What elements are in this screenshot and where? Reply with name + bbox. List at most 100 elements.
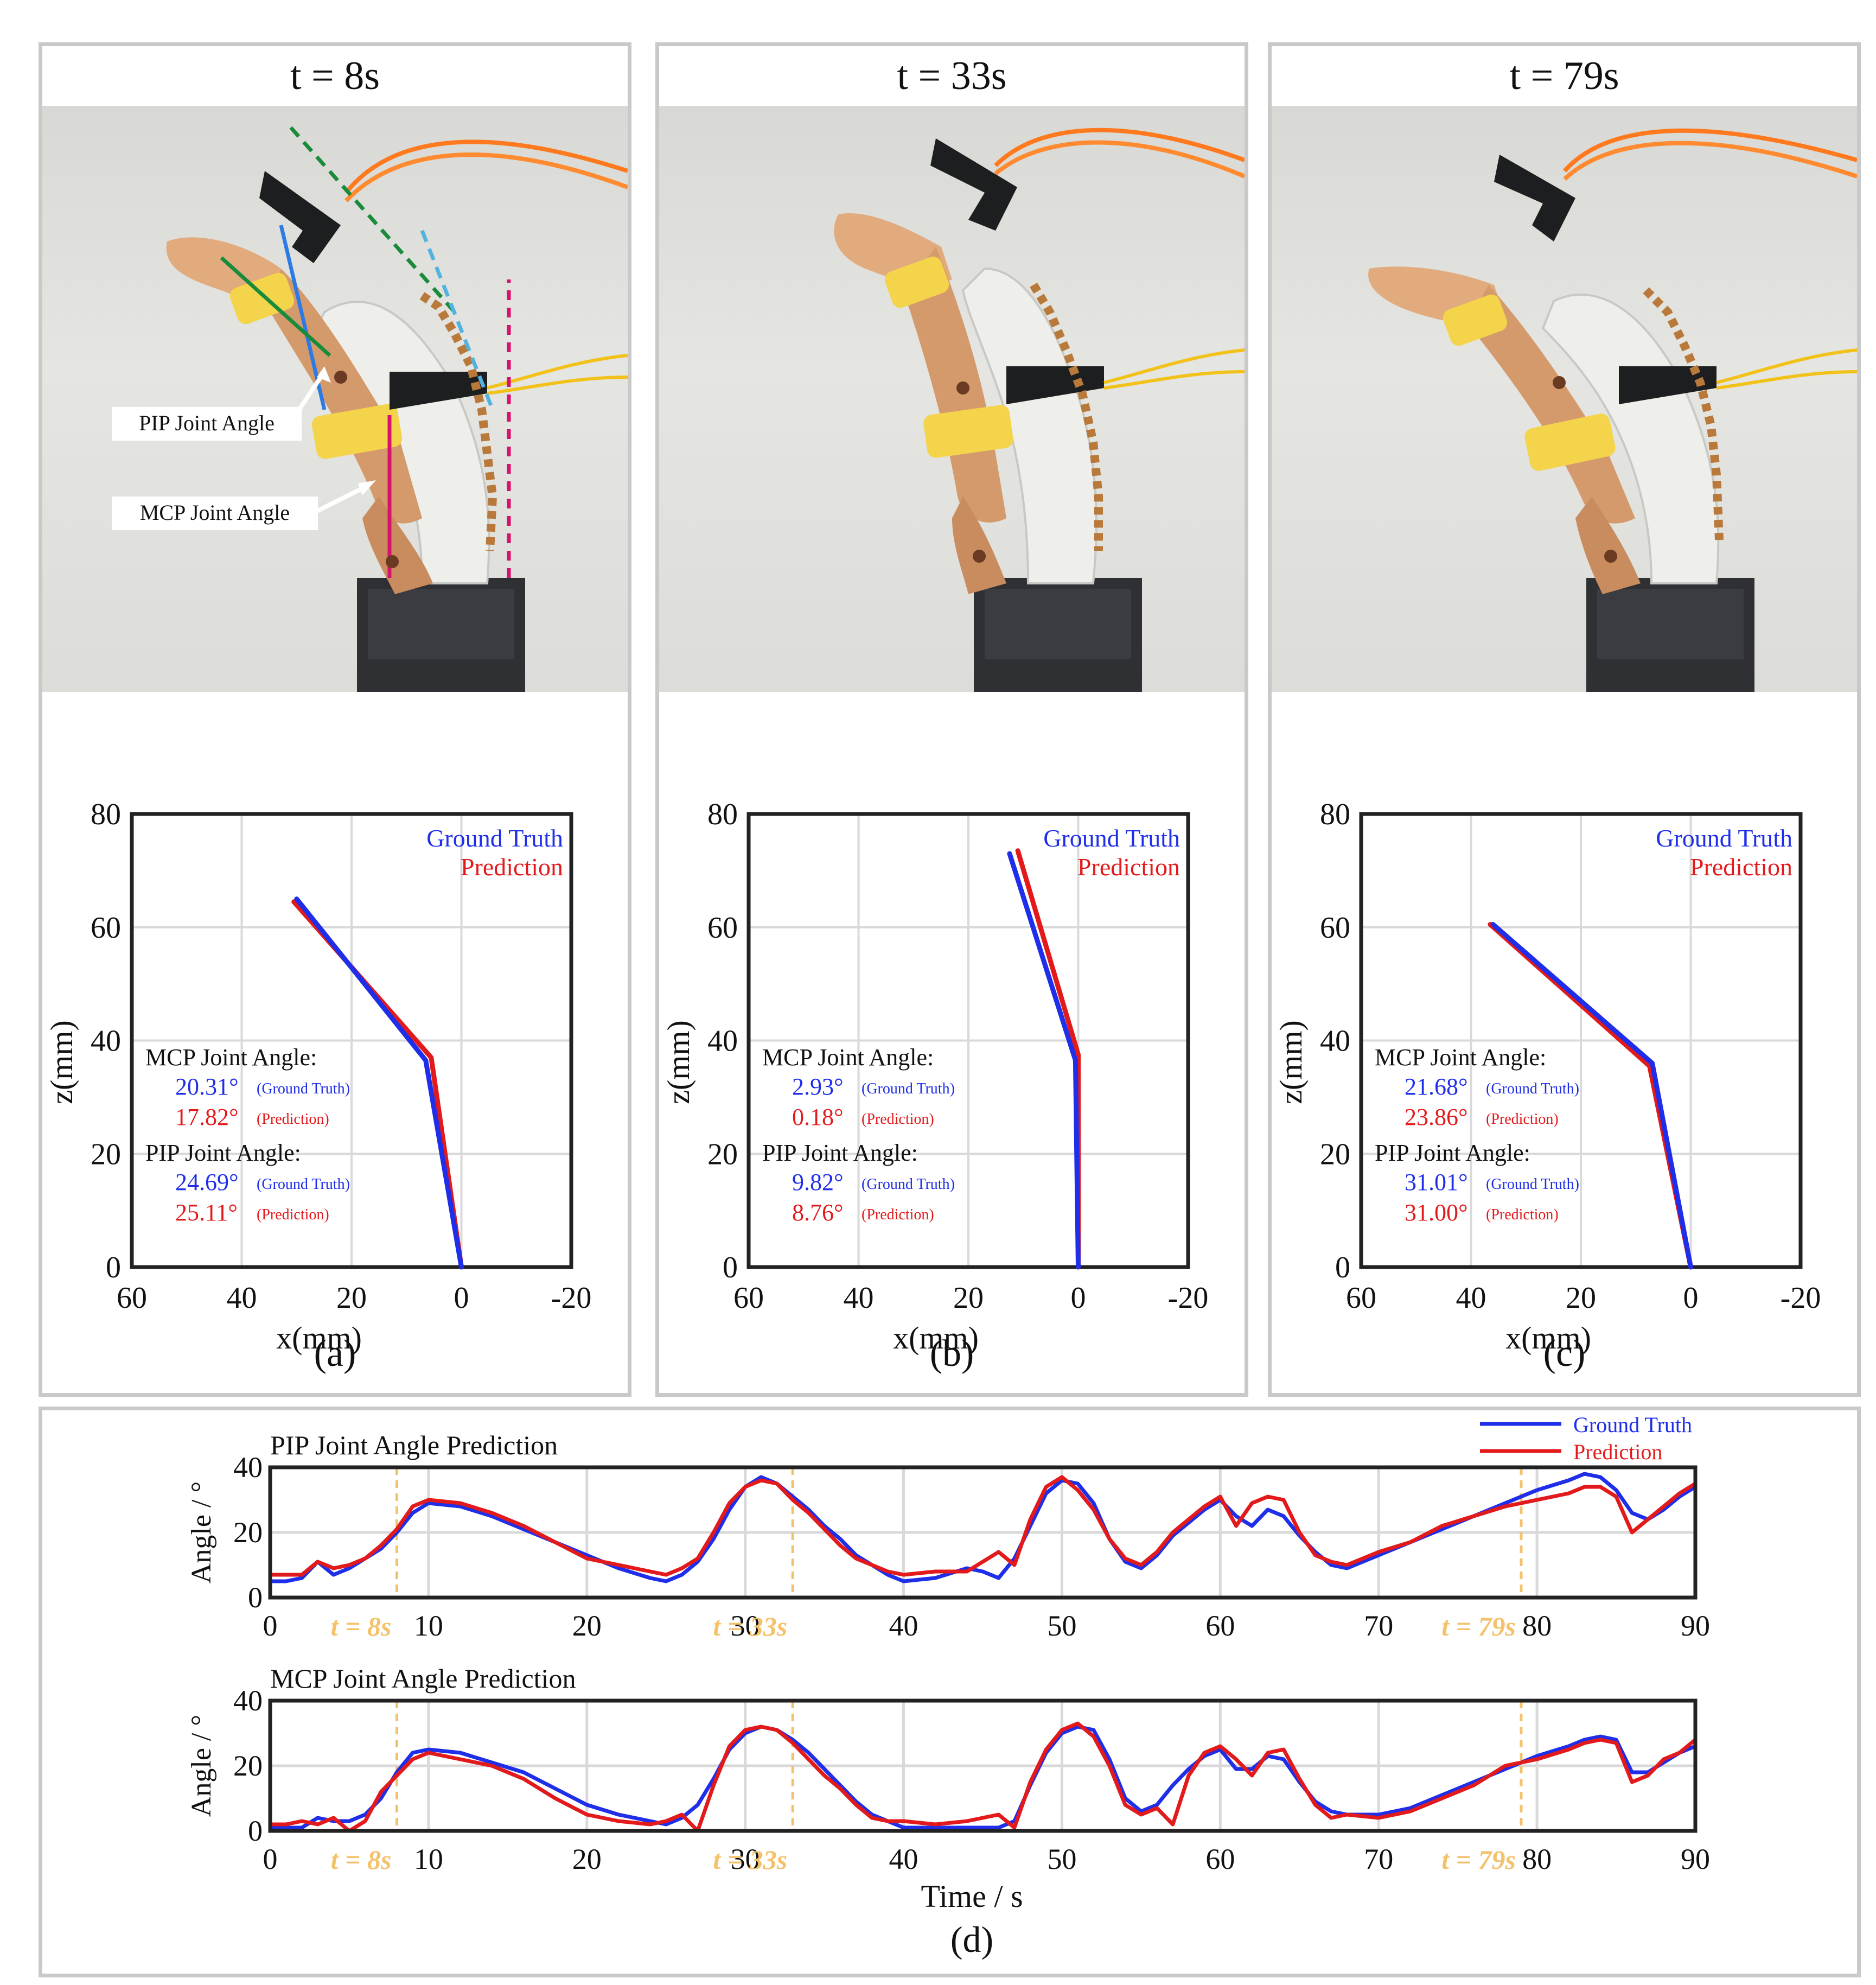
finger-photo xyxy=(659,106,1245,692)
y-tick-label: 40 xyxy=(233,1684,263,1717)
time-marker-label: t = 79s xyxy=(1441,1611,1516,1642)
pip-heading: PIP Joint Angle: xyxy=(762,1140,918,1166)
pip-prediction-value: 25.11° xyxy=(175,1199,238,1226)
time-marker-label: t = 33s xyxy=(713,1611,787,1642)
time-marker-label: t = 8s xyxy=(331,1844,392,1875)
series-line xyxy=(270,1475,1696,1577)
x-tick-label: -20 xyxy=(1168,1281,1209,1315)
x-tick-label: 0 xyxy=(263,1843,278,1875)
x-tick-label: 0 xyxy=(454,1281,469,1315)
y-tick-label: 80 xyxy=(707,798,738,831)
prediction-tag: (Prediction) xyxy=(862,1206,934,1223)
finger-photo: PIP Joint Angle MCP Joint Angle xyxy=(42,106,628,692)
legend-ground-truth: Ground Truth xyxy=(426,824,563,852)
legend-prediction: Prediction xyxy=(461,853,563,881)
finger-photo-illustration: PIP Joint Angle MCP Joint Angle xyxy=(112,126,628,692)
pip-phalanx-line xyxy=(220,256,331,357)
y-tick-label: 60 xyxy=(707,911,738,945)
y-tick-label: 20 xyxy=(1320,1137,1350,1171)
y-tick-label: 0 xyxy=(248,1581,263,1614)
y-axis-label: z(mm) xyxy=(44,1020,79,1104)
x-tick-label: 30 xyxy=(731,1609,760,1642)
x-tick-label: 40 xyxy=(227,1281,257,1315)
ground-truth-tag: (Ground Truth) xyxy=(862,1176,955,1193)
panel-title: t = 79s xyxy=(1509,54,1619,98)
x-tick-label: 20 xyxy=(953,1281,984,1315)
time-marker-label: t = 8s xyxy=(331,1611,392,1642)
pip-ground-truth-value: 9.82° xyxy=(792,1169,844,1195)
legend-prediction: Prediction xyxy=(1077,853,1180,881)
x-tick-label: 20 xyxy=(572,1843,602,1875)
x-tick-label: 0 xyxy=(263,1609,278,1642)
finger-photo-illustration xyxy=(1368,128,1857,692)
x-tick-label: 60 xyxy=(1205,1843,1235,1875)
ground-truth-tag: (Ground Truth) xyxy=(257,1080,350,1097)
mcp-heading: MCP Joint Angle: xyxy=(1375,1044,1546,1071)
finger-photo-illustration xyxy=(834,128,1245,692)
x-axis-label: Time / s xyxy=(921,1879,1023,1914)
x-tick-label: 40 xyxy=(844,1281,874,1315)
x-tick-label: 30 xyxy=(731,1843,760,1875)
plot-frame xyxy=(268,1698,1698,1833)
ground-truth-tag: (Ground Truth) xyxy=(1486,1080,1579,1097)
y-axis-label: Angle / ° xyxy=(186,1481,217,1583)
x-tick-label: 20 xyxy=(336,1281,367,1315)
x-tick-label: 70 xyxy=(1364,1609,1393,1642)
plot-frame xyxy=(268,1465,1698,1600)
x-tick-label: -20 xyxy=(1781,1281,1821,1315)
x-tick-label: 40 xyxy=(889,1843,918,1875)
subplot-title: PIP Joint Angle Prediction xyxy=(270,1430,558,1460)
x-tick-label: -20 xyxy=(551,1281,592,1315)
panel-a: t = 8s xyxy=(39,42,631,1397)
y-axis-label: z(mm) xyxy=(1273,1020,1309,1104)
series-line xyxy=(270,1472,1696,1583)
y-tick-label: 60 xyxy=(1320,911,1350,945)
y-tick-label: 0 xyxy=(1335,1251,1350,1284)
legend-ground-truth: Ground Truth xyxy=(1573,1413,1692,1437)
legend-ground-truth: Ground Truth xyxy=(1656,824,1792,852)
y-axis-label: z(mm) xyxy=(661,1020,696,1104)
plot-frame xyxy=(746,812,1190,1269)
mcp-prediction-value: 23.86° xyxy=(1405,1104,1468,1130)
x-tick-label: 40 xyxy=(1456,1281,1486,1315)
joint-position-plot: 60 40 20 0 -20 0 20 40 60 80 x(mm) z(mm) Ground Trut… xyxy=(44,798,592,1356)
x-tick-label: 20 xyxy=(572,1609,602,1642)
ground-truth-tag: (Ground Truth) xyxy=(862,1080,955,1097)
y-tick-label: 80 xyxy=(1320,798,1350,831)
y-tick-label: 20 xyxy=(707,1137,738,1171)
mcp-heading: MCP Joint Angle: xyxy=(145,1044,317,1071)
pip-prediction-value: 31.00° xyxy=(1405,1199,1468,1226)
series-line xyxy=(1490,922,1693,1270)
y-tick-label: 0 xyxy=(106,1251,121,1284)
pip-ground-truth-value: 31.01° xyxy=(1405,1169,1468,1195)
mcp-annotation-label: MCP Joint Angle xyxy=(140,500,290,525)
x-tick-label: 10 xyxy=(414,1609,443,1642)
y-tick-label: 40 xyxy=(1320,1025,1350,1058)
y-tick-label: 0 xyxy=(723,1251,738,1284)
series-line xyxy=(1007,851,1081,1270)
panel-caption: (d) xyxy=(950,1919,993,1960)
prediction-tag: (Prediction) xyxy=(257,1206,329,1223)
series-line xyxy=(270,1721,1697,1833)
plot-frame xyxy=(1359,812,1803,1269)
panel-caption: (c) xyxy=(1543,1333,1586,1375)
y-tick-label: 20 xyxy=(91,1137,121,1171)
y-tick-label: 40 xyxy=(707,1025,738,1058)
panel-d: 0 10 20 30 40 50 60 70 80 90 0 20 40 t = 8s t = 33s t =… xyxy=(39,1407,1861,1977)
x-tick-label: 60 xyxy=(1205,1609,1235,1642)
actuator-tangent-line-2 xyxy=(420,230,495,411)
x-tick-label: 60 xyxy=(733,1281,764,1315)
x-tick-label: 80 xyxy=(1522,1609,1552,1642)
ground-truth-tag: (Ground Truth) xyxy=(257,1176,350,1193)
prediction-tag: (Prediction) xyxy=(862,1111,934,1128)
y-tick-label: 20 xyxy=(233,1516,263,1549)
y-tick-label: 80 xyxy=(91,798,121,831)
x-tick-label: 40 xyxy=(889,1609,918,1642)
y-tick-label: 20 xyxy=(233,1749,263,1782)
x-tick-label: 10 xyxy=(414,1843,443,1875)
legend-ground-truth: Ground Truth xyxy=(1043,824,1180,852)
mcp-annotation-arrow xyxy=(312,483,369,515)
panel-c: t = 79s 60 40 20 0 -20 0 20 40 60 80 x(mm) z(mm) Gro… xyxy=(1268,42,1861,1397)
legend-prediction: Prediction xyxy=(1690,853,1792,881)
x-axis-label: x(mm) xyxy=(276,1320,362,1356)
